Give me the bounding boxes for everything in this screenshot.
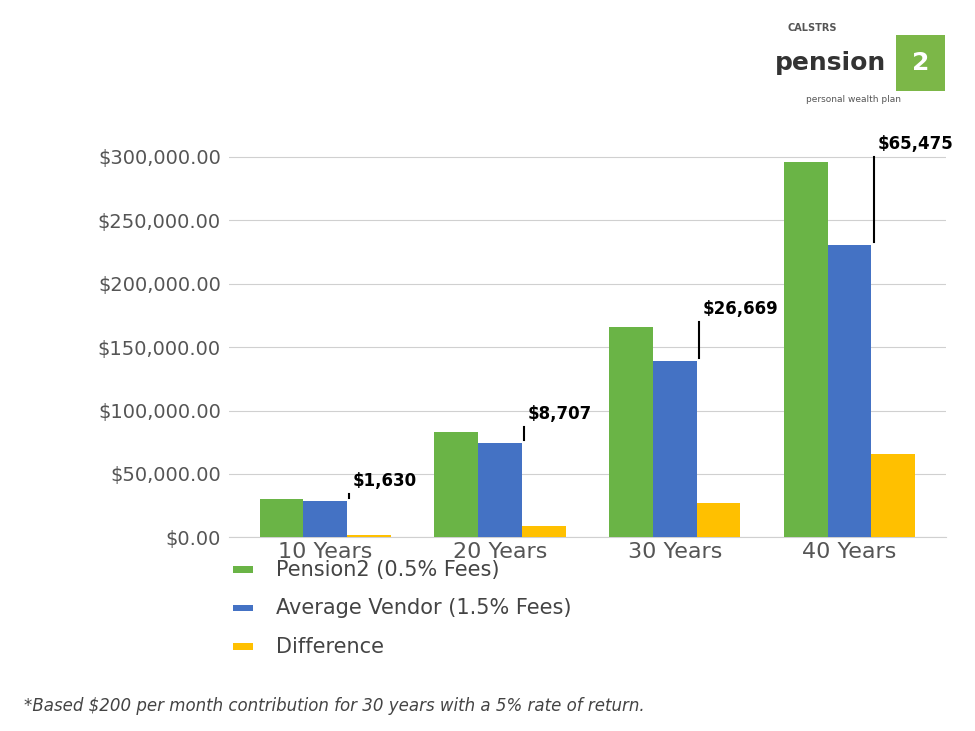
Text: CALSTRS: CALSTRS bbox=[788, 23, 838, 33]
Bar bbox=[653, 361, 697, 537]
Text: Difference: Difference bbox=[276, 637, 384, 656]
Text: pension: pension bbox=[775, 51, 886, 75]
Bar bbox=[259, 499, 303, 537]
Bar bbox=[697, 504, 740, 537]
Text: personal wealth plan: personal wealth plan bbox=[805, 95, 901, 104]
FancyBboxPatch shape bbox=[233, 567, 253, 572]
Text: Impact of Fees: Impact of Fees bbox=[189, 34, 649, 87]
Text: $65,475: $65,475 bbox=[878, 135, 953, 153]
Bar bbox=[347, 535, 391, 537]
FancyBboxPatch shape bbox=[233, 643, 253, 650]
Text: 2: 2 bbox=[912, 51, 929, 75]
Bar bbox=[522, 526, 565, 537]
FancyBboxPatch shape bbox=[896, 35, 946, 91]
Text: $1,630: $1,630 bbox=[353, 471, 417, 490]
Bar bbox=[609, 327, 653, 537]
FancyBboxPatch shape bbox=[751, 18, 956, 113]
Bar bbox=[303, 501, 347, 537]
Text: $8,707: $8,707 bbox=[527, 405, 592, 423]
Text: $26,669: $26,669 bbox=[702, 300, 778, 318]
Text: Average Vendor (1.5% Fees): Average Vendor (1.5% Fees) bbox=[276, 598, 571, 618]
FancyBboxPatch shape bbox=[233, 605, 253, 611]
Bar bbox=[478, 443, 522, 537]
Bar bbox=[435, 432, 478, 537]
Text: Pension2 (0.5% Fees): Pension2 (0.5% Fees) bbox=[276, 559, 499, 580]
Bar bbox=[872, 454, 916, 537]
Bar bbox=[784, 162, 828, 537]
Text: *Based $200 per month contribution for 30 years with a 5% rate of return.: *Based $200 per month contribution for 3… bbox=[24, 697, 645, 715]
Bar bbox=[828, 245, 872, 537]
